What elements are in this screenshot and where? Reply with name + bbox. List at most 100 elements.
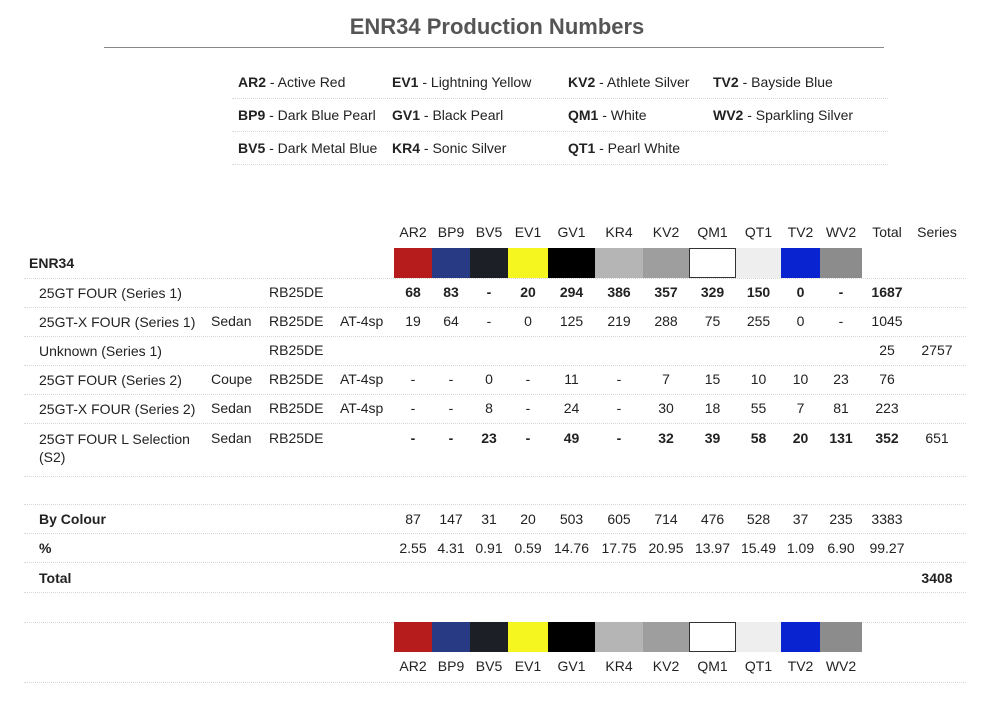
legend-colour-name: - White bbox=[598, 107, 647, 123]
table-cell: 605 bbox=[607, 511, 631, 527]
column-header-qt1: QT1 bbox=[744, 224, 773, 240]
spacer-row bbox=[24, 476, 966, 505]
table-cell: 20 bbox=[520, 511, 536, 527]
legend-item: QM1 - White bbox=[568, 107, 713, 123]
table-cell: - bbox=[838, 313, 844, 329]
table-cell: 20 bbox=[520, 284, 536, 300]
legend-code: BP9 bbox=[238, 107, 266, 123]
footer-label-gv1: GV1 bbox=[557, 658, 586, 674]
legend-item: KV2 - Athlete Silver bbox=[568, 74, 713, 90]
model-name: 25GT FOUR L Selection (S2) bbox=[39, 431, 190, 465]
table-cell: 15.49 bbox=[740, 540, 777, 556]
engine: RB25DE bbox=[269, 313, 324, 329]
legend-item: TV2 - Bayside Blue bbox=[713, 74, 888, 90]
colour-legend: AR2 - Active Red EV1 - Lightning Yellow KV… bbox=[232, 66, 888, 165]
table-cell: - bbox=[486, 313, 492, 329]
legend-item: GV1 - Black Pearl bbox=[392, 107, 568, 123]
table-row: Unknown (Series 1) RB25DE 25 2757 bbox=[24, 336, 966, 366]
table-cell: 255 bbox=[746, 313, 771, 329]
legend-colour-name: - Bayside Blue bbox=[738, 74, 833, 90]
table-cell: - bbox=[616, 371, 622, 387]
footer-label-qt1: QT1 bbox=[744, 658, 773, 674]
legend-colour-name: - Lightning Yellow bbox=[418, 74, 532, 90]
row-total: 76 bbox=[879, 371, 895, 387]
column-header-series: Series bbox=[917, 224, 957, 240]
table-cell: 32 bbox=[658, 430, 674, 446]
table-cell: 87 bbox=[405, 511, 421, 527]
legend-code: QM1 bbox=[568, 107, 599, 123]
legend-colour-name: - Active Red bbox=[266, 74, 346, 90]
table-cell: 8 bbox=[485, 400, 493, 416]
colour-swatch-qt1 bbox=[736, 248, 781, 278]
colour-swatch-bp9 bbox=[432, 248, 470, 278]
footer-label-qm1: QM1 bbox=[697, 658, 728, 674]
table-cell: 39 bbox=[704, 430, 721, 446]
column-header-total: Total bbox=[872, 224, 902, 240]
colour-swatch-bv5 bbox=[470, 622, 508, 652]
table-cell: - bbox=[410, 400, 416, 416]
legend-row: BP9 - Dark Blue Pearl GV1 - Black Pearl QM… bbox=[232, 99, 888, 132]
group-row: ENR34 bbox=[24, 248, 966, 279]
row-total: 352 bbox=[875, 430, 899, 446]
legend-code: KV2 bbox=[568, 74, 596, 90]
legend-colour-name: - Black Pearl bbox=[420, 107, 504, 123]
model-name: 25GT-X FOUR (Series 1) bbox=[39, 314, 196, 330]
colour-swatch-gv1 bbox=[548, 248, 595, 278]
transmission: AT-4sp bbox=[340, 313, 384, 329]
engine: RB25DE bbox=[269, 371, 324, 387]
legend-code: EV1 bbox=[392, 74, 419, 90]
colour-swatch-ev1 bbox=[508, 622, 548, 652]
model-name: 25GT-X FOUR (Series 2) bbox=[39, 401, 196, 417]
transmission: AT-4sp bbox=[340, 400, 384, 416]
column-header-wv2: WV2 bbox=[825, 224, 857, 240]
column-header-ev1: EV1 bbox=[514, 224, 542, 240]
footer-label-ar2: AR2 bbox=[399, 658, 427, 674]
column-header-tv2: TV2 bbox=[787, 224, 814, 240]
column-header-gv1: GV1 bbox=[557, 224, 586, 240]
table-cell: 294 bbox=[559, 284, 584, 300]
table-cell: 528 bbox=[746, 511, 771, 527]
body-type: Sedan bbox=[211, 313, 252, 329]
table-cell: 20 bbox=[792, 430, 809, 446]
table-row: 25GT FOUR L Selection (S2) Sedan RB25DE - - 2… bbox=[24, 424, 966, 477]
table-cell: 150 bbox=[746, 284, 771, 300]
legend-item: AR2 - Active Red bbox=[232, 74, 392, 90]
table-cell: 75 bbox=[704, 313, 721, 329]
table-header-row: AR2 BP9 BV5 EV1 GV1 KR4 KV2 QM1 QT1 TV2 WV2 Total Se… bbox=[24, 218, 966, 248]
colour-swatch-qm1 bbox=[689, 622, 736, 652]
footer-label-tv2: TV2 bbox=[787, 658, 814, 674]
table-row: 25GT FOUR (Series 2) Coupe RB25DE AT-4sp - - 0… bbox=[24, 365, 966, 395]
colour-swatch-ar2 bbox=[394, 622, 432, 652]
table-cell: 386 bbox=[607, 284, 631, 300]
column-header-bp9: BP9 bbox=[437, 224, 465, 240]
colour-swatch-kr4 bbox=[595, 622, 643, 652]
column-header-kv2: KV2 bbox=[652, 224, 680, 240]
transmission: AT-4sp bbox=[340, 371, 384, 387]
colour-swatch-qt1 bbox=[736, 622, 781, 652]
table-cell: 23 bbox=[481, 430, 497, 446]
percent-label: % bbox=[39, 540, 52, 556]
table-cell: 0.59 bbox=[514, 540, 542, 556]
table-cell: 2.55 bbox=[399, 540, 427, 556]
table-cell: - bbox=[616, 430, 622, 446]
footer-label-kv2: KV2 bbox=[652, 658, 680, 674]
legend-code: QT1 bbox=[568, 140, 596, 156]
bottom-swatch-row bbox=[24, 622, 966, 652]
colour-swatch-wv2 bbox=[820, 248, 862, 278]
colour-swatch-qm1 bbox=[689, 248, 736, 278]
table-cell: 68 bbox=[405, 284, 421, 300]
colour-swatch-wv2 bbox=[820, 622, 862, 652]
spacer-row bbox=[24, 592, 966, 623]
legend-item: BV5 - Dark Metal Blue bbox=[232, 140, 392, 156]
model-name: Unknown (Series 1) bbox=[39, 343, 162, 359]
table-cell: 329 bbox=[700, 284, 725, 300]
table-cell: 64 bbox=[443, 313, 459, 329]
table-cell: 288 bbox=[654, 313, 678, 329]
colour-swatch-kr4 bbox=[595, 248, 643, 278]
table-cell: - bbox=[525, 430, 531, 446]
legend-row: AR2 - Active Red EV1 - Lightning Yellow KV… bbox=[232, 66, 888, 99]
table-cell: - bbox=[448, 371, 454, 387]
table-cell: 0 bbox=[485, 371, 493, 387]
table-cell: 19 bbox=[405, 313, 421, 329]
column-header-qm1: QM1 bbox=[697, 224, 728, 240]
